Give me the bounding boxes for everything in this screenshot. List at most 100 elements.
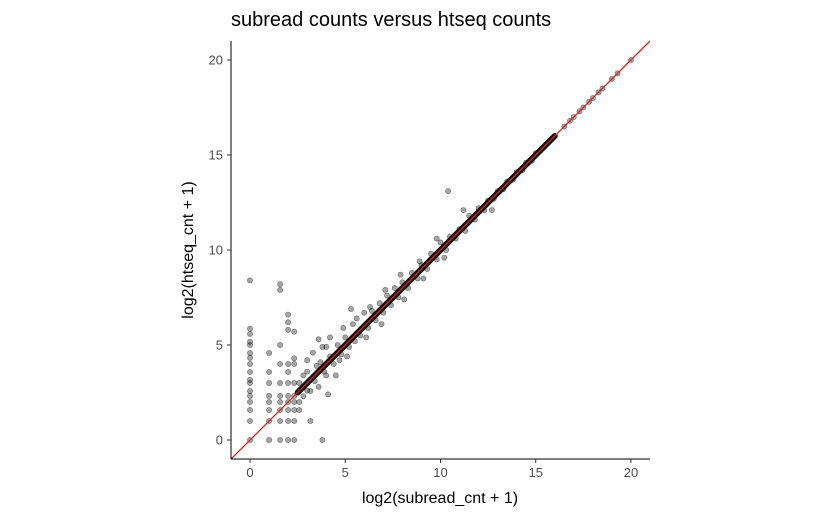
data-point <box>247 380 253 386</box>
data-point <box>285 407 291 413</box>
data-point <box>291 437 298 443</box>
data-point <box>460 207 467 213</box>
data-point <box>291 355 298 362</box>
data-point <box>266 399 272 405</box>
data-point <box>304 368 311 375</box>
data-point <box>317 359 324 365</box>
data-point <box>285 311 291 318</box>
data-point <box>277 399 283 405</box>
data-point <box>247 350 253 356</box>
data-point <box>361 309 368 316</box>
reference-line <box>230 40 651 460</box>
data-point <box>277 380 283 386</box>
y-ticks: 0 5 10 15 20 <box>209 53 231 448</box>
data-point <box>327 334 333 341</box>
data-point <box>247 418 253 424</box>
data-point <box>384 292 391 299</box>
data-point <box>349 321 356 327</box>
data-point <box>309 349 316 356</box>
data-point <box>291 407 298 413</box>
data-point <box>266 380 272 386</box>
data-point <box>277 418 283 424</box>
data-point <box>344 353 351 360</box>
data-point <box>277 437 283 443</box>
data-point <box>247 361 253 367</box>
data-point <box>420 275 427 282</box>
x-tick-label: 20 <box>624 465 638 480</box>
data-point <box>291 328 298 335</box>
data-point <box>315 336 322 343</box>
data-point <box>291 418 298 424</box>
data-point <box>247 388 253 394</box>
data-point <box>266 369 272 375</box>
y-tick-label: 20 <box>209 53 223 68</box>
data-point <box>247 392 253 399</box>
data-point <box>247 277 253 284</box>
data-point <box>285 380 291 386</box>
data-point <box>266 437 272 443</box>
data-point <box>247 342 253 348</box>
data-point <box>247 407 253 413</box>
data-point <box>416 258 423 265</box>
data-point <box>285 361 291 367</box>
data-point <box>353 315 360 322</box>
data-point <box>285 418 291 424</box>
data-point <box>445 188 451 194</box>
data-point <box>277 392 283 399</box>
data-point <box>300 372 307 379</box>
data-point <box>336 357 343 364</box>
data-point <box>319 437 326 443</box>
data-point <box>397 271 404 278</box>
data-point <box>300 393 307 400</box>
x-tick-label: 15 <box>528 465 542 480</box>
data-point <box>285 437 291 443</box>
data-point <box>319 343 326 350</box>
data-point <box>247 399 253 405</box>
data-point <box>433 235 440 242</box>
data-point <box>437 239 444 246</box>
data-point <box>441 254 448 261</box>
data-point <box>382 286 389 293</box>
data-point <box>247 325 253 332</box>
data-point <box>363 334 370 341</box>
data-point <box>325 391 331 398</box>
data-point <box>332 372 339 379</box>
data-point <box>266 350 272 356</box>
data-point <box>291 361 298 367</box>
data-point <box>367 304 373 310</box>
data-point <box>277 281 283 288</box>
data-point <box>391 285 398 291</box>
data-point <box>330 361 337 367</box>
data-point <box>296 407 303 413</box>
data-point <box>247 376 253 383</box>
data-point <box>291 380 298 386</box>
data-point <box>488 207 495 213</box>
data-point <box>247 338 253 345</box>
data-point <box>247 369 253 375</box>
data-point <box>307 388 314 394</box>
data-point <box>285 369 291 375</box>
data-point <box>307 418 314 424</box>
data-point <box>378 321 385 327</box>
data-point <box>376 300 383 307</box>
y-tick-label: 15 <box>209 148 223 163</box>
data-point <box>285 319 291 326</box>
data-point <box>323 372 330 379</box>
data-point <box>277 361 283 367</box>
y-axis-label: log2(htseq_cnt + 1) <box>180 181 197 318</box>
chart-title: subread counts versus htseq counts <box>231 9 551 31</box>
x-tick-label: 0 <box>246 465 253 480</box>
data-point <box>348 305 354 312</box>
data-point <box>277 342 283 348</box>
data-point <box>401 296 408 303</box>
data-point <box>342 334 349 341</box>
y-tick-label: 0 <box>216 433 223 448</box>
y-tick-label: 10 <box>209 243 223 258</box>
data-point <box>285 392 291 399</box>
data-point <box>296 399 303 405</box>
data-point <box>247 331 253 337</box>
data-point <box>315 383 322 390</box>
y-tick-label: 5 <box>216 338 223 353</box>
x-tick-label: 5 <box>342 465 349 480</box>
